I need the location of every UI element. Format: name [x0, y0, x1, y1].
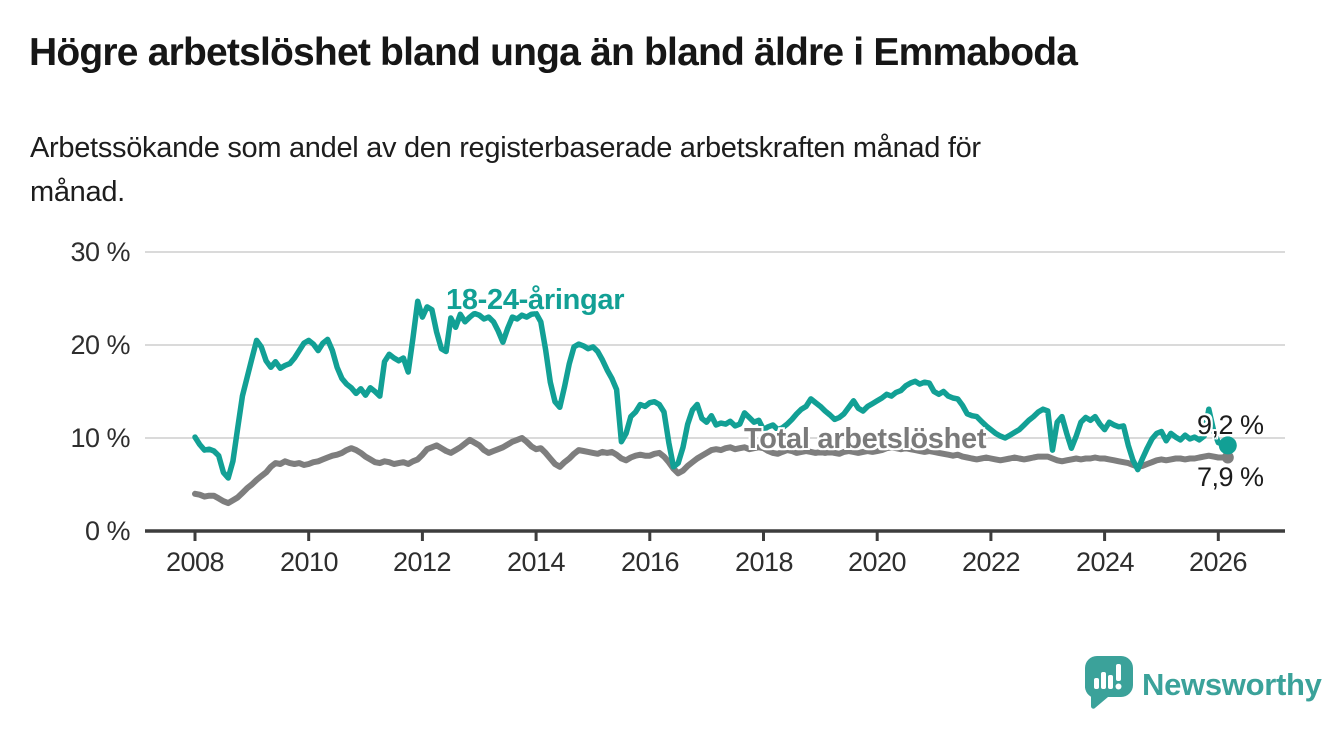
y-tick-20: 20 % [70, 330, 130, 360]
y-tick-10: 10 % [70, 423, 130, 453]
x-tick-2024: 2024 [1075, 547, 1135, 577]
y-tick-0: 0 % [84, 516, 131, 546]
brand-name: Newsworthy [1142, 667, 1322, 702]
subtitle-line-2: månad. [30, 176, 125, 208]
x-tick-2008: 2008 [165, 547, 225, 577]
total-line-end-dot [1221, 451, 1234, 464]
end-value-youth: 9,2 % [1197, 410, 1264, 440]
youth-line-end-dot [1218, 436, 1237, 455]
brand-logo: Newsworthy [1084, 656, 1322, 714]
x-tick-2020: 2020 [847, 547, 907, 577]
subtitle-line-1: Arbetssökande som andel av den registerb… [30, 132, 981, 164]
x-tick-2014: 2014 [506, 547, 566, 577]
x-tick-2026: 2026 [1188, 547, 1248, 577]
end-value-total: 7,9 % [1197, 462, 1264, 492]
x-tick-2012: 2012 [392, 547, 452, 577]
series-label-total: Total arbetslöshet [744, 423, 987, 455]
chart-subtitle: Arbetssökande som andel av den registerb… [30, 126, 1320, 214]
series-label-youth: 18-24-åringar [446, 284, 625, 316]
gridlines [145, 251, 1285, 533]
page-title: Högre arbetslöshet bland unga än bland ä… [29, 31, 1078, 74]
y-tick-30: 30 % [70, 237, 130, 267]
total-unemployment-line [192, 435, 1231, 507]
x-tick-2022: 2022 [961, 547, 1021, 577]
newsworthy-logo-icon [1084, 656, 1133, 714]
youth-unemployment-line [192, 298, 1231, 481]
x-tick-2018: 2018 [734, 547, 794, 577]
x-tick-2016: 2016 [620, 547, 680, 577]
x-tick-2010: 2010 [279, 547, 339, 577]
x-axis [193, 531, 1220, 541]
